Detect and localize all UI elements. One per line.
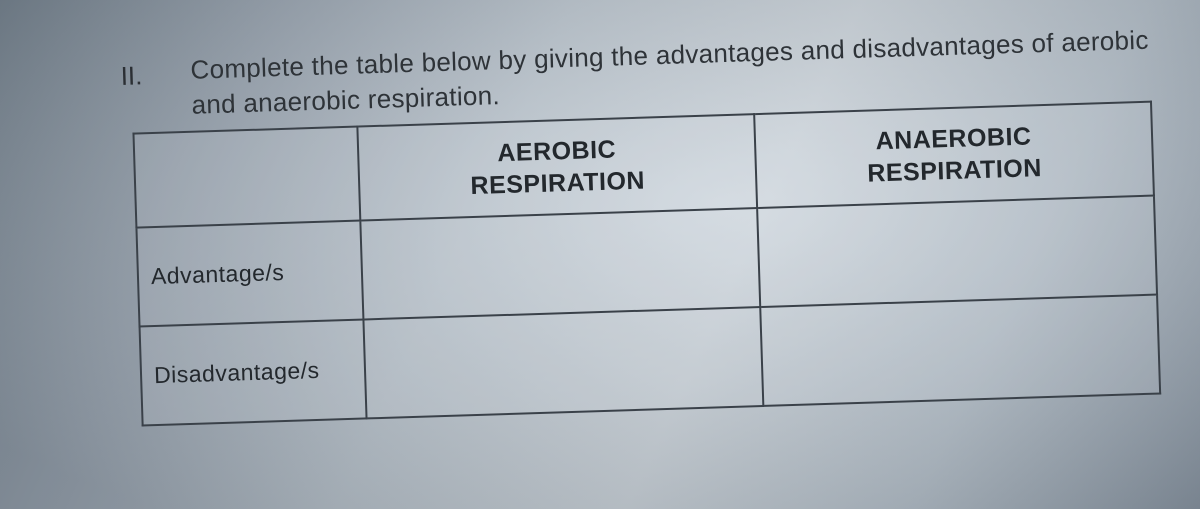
col-header-aerobic-line1: AEROBIC	[497, 135, 617, 167]
cell-aerobic-advantages	[360, 208, 760, 319]
col-header-aerobic: AEROBIC RESPIRATION	[357, 114, 757, 220]
col-header-anaerobic-line1: ANAEROBIC	[875, 122, 1032, 155]
row-label-advantages: Advantage/s	[136, 221, 363, 327]
col-header-anaerobic: ANAEROBIC RESPIRATION	[754, 102, 1154, 208]
cell-anaerobic-advantages	[757, 196, 1157, 307]
col-header-aerobic-line2: RESPIRATION	[470, 167, 645, 200]
question-numeral: II.	[120, 54, 151, 92]
col-header-anaerobic-line2: RESPIRATION	[867, 154, 1042, 187]
worksheet-content: II. Complete the table below by giving t…	[120, 22, 1181, 427]
instruction-line-2: and anaerobic respiration.	[191, 80, 500, 120]
cell-aerobic-disadvantages	[363, 307, 763, 418]
instruction-line-1: Complete the table below by giving the a…	[190, 25, 1149, 85]
respiration-table: AEROBIC RESPIRATION ANAEROBIC RESPIRATIO…	[132, 101, 1161, 427]
cell-anaerobic-disadvantages	[760, 295, 1160, 406]
table-corner-cell	[133, 127, 360, 228]
row-label-disadvantages: Disadvantage/s	[140, 320, 367, 426]
